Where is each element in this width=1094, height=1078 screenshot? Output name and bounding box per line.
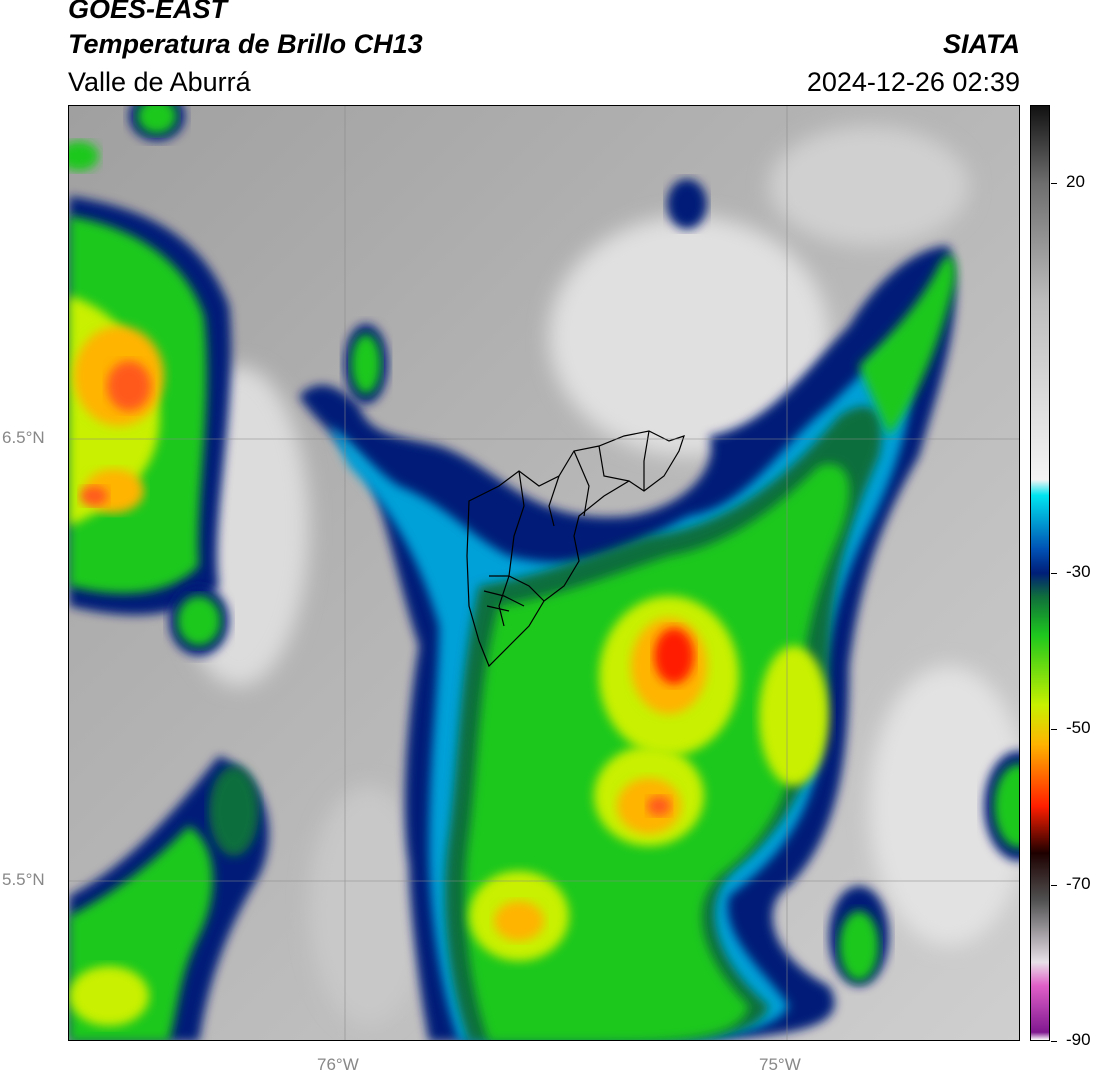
lon-label-75w: 75°W (759, 1055, 801, 1074)
colorbar (1030, 105, 1050, 1041)
product-title: Temperatura de Brillo CH13 (68, 29, 423, 59)
colorbar-tick (1051, 1041, 1057, 1042)
municipality-boundaries (466, 430, 685, 668)
colorbar-tick-label: -30 (1066, 562, 1091, 581)
colorbar-tick-label: 20 (1066, 172, 1085, 191)
region-subtitle: Valle de Aburrá (68, 67, 251, 97)
timestamp-label: 2024-12-26 02:39 (806, 67, 1020, 97)
lon-label-76w: 76°W (317, 1055, 359, 1074)
colorbar-tick-label: -90 (1066, 1030, 1091, 1049)
central-convective-system (299, 179, 1019, 1040)
agency-label: SIATA (943, 29, 1020, 59)
lat-label-6-5: 6.5°N (2, 428, 45, 447)
satellite-title: GOES-EAST (68, 0, 228, 24)
bottom-left-convective-cell (69, 756, 269, 1040)
satellite-map (68, 105, 1020, 1041)
colorbar-tick-label: -70 (1066, 874, 1091, 893)
colorbar-tick (1051, 573, 1057, 574)
colorbar-tick (1051, 729, 1057, 730)
colorbar-tick (1051, 885, 1057, 886)
lat-label-5-5: 5.5°N (2, 870, 45, 889)
graticule (69, 106, 1019, 1040)
left-convective-cell (69, 106, 232, 656)
colorbar-tick-label: -50 (1066, 718, 1091, 737)
colorbar-tick (1051, 183, 1057, 184)
map-svg (69, 106, 1019, 1040)
